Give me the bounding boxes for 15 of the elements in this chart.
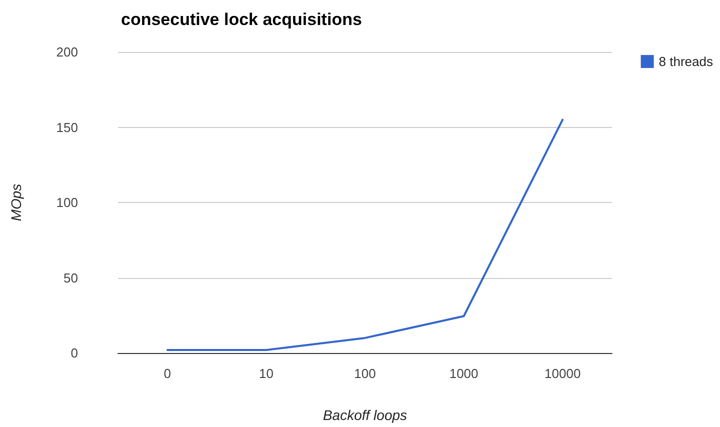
y-tick-label: 0 bbox=[70, 346, 78, 360]
y-axis-title: MOps bbox=[8, 184, 24, 222]
x-tick-label: 0 bbox=[164, 366, 172, 381]
x-tick-label: 10000 bbox=[544, 366, 581, 381]
x-tick-label: 1000 bbox=[449, 366, 478, 381]
y-tick-label: 50 bbox=[64, 270, 78, 286]
line-series bbox=[166, 118, 564, 351]
x-tick-label: 10 bbox=[258, 366, 274, 381]
chart-title: consecutive lock acquisitions bbox=[121, 10, 362, 29]
x-axis-title: Backoff loops bbox=[322, 407, 408, 423]
y-tick-label: 100 bbox=[56, 195, 78, 210]
x-tick-label: 100 bbox=[354, 366, 376, 381]
y-tick-label: 150 bbox=[56, 120, 78, 135]
legend-label: 8 threads bbox=[658, 54, 714, 69]
y-tick-label: 200 bbox=[56, 44, 78, 60]
